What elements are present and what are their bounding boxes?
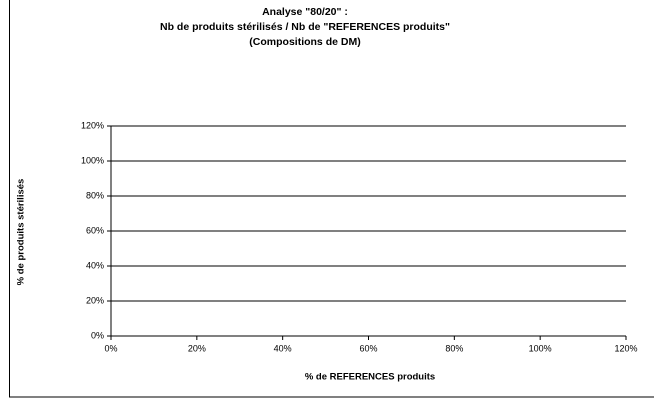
y-tick-label: 80% [86, 190, 104, 200]
x-tick-label: 20% [188, 343, 206, 353]
chart-title: Nb de produits stérilisés / Nb de "REFER… [160, 21, 450, 33]
chart-frame [9, 0, 654, 398]
x-tick-label: 40% [274, 343, 292, 353]
chart-title: (Compositions de DM) [249, 36, 360, 48]
y-tick-label: 120% [81, 120, 104, 130]
x-tick-label: 60% [359, 343, 377, 353]
y-axis-label: % de produits stérilisés [16, 179, 27, 286]
x-axis-label: % de REFERENCES produits [305, 372, 435, 383]
y-tick-label: 40% [86, 260, 104, 270]
y-tick-label: 60% [86, 225, 104, 235]
x-tick-label: 0% [104, 343, 117, 353]
y-tick-label: 100% [81, 155, 104, 165]
y-tick-label: 0% [91, 330, 104, 340]
x-tick-label: 120% [614, 343, 637, 353]
chart-title: Analyse "80/20" : [262, 6, 348, 18]
x-tick-label: 100% [529, 343, 552, 353]
x-tick-label: 80% [445, 343, 463, 353]
y-tick-label: 20% [86, 295, 104, 305]
